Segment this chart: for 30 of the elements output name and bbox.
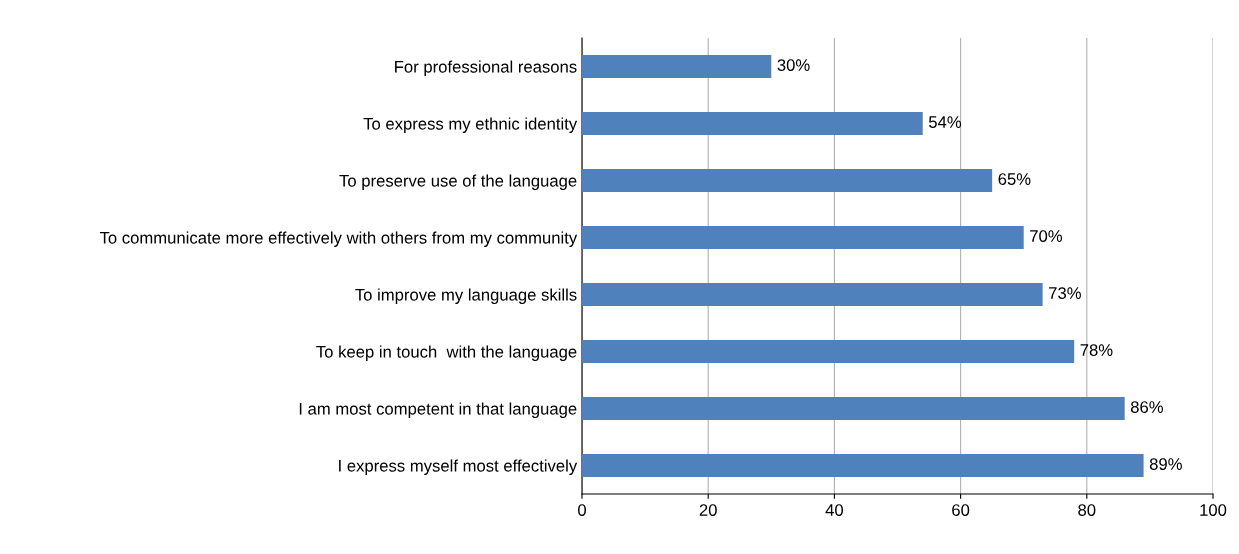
data-label: 73%: [1049, 287, 1081, 299]
bar: [582, 454, 1144, 477]
x-tick-label: 100: [1200, 504, 1227, 516]
data-label: 78%: [1080, 344, 1113, 356]
x-tick-label: 80: [1078, 504, 1096, 516]
y-tick-label: I express myself most effectively: [339, 459, 578, 475]
y-tick-label: To keep in touch with the language: [316, 345, 577, 361]
data-label: 54%: [928, 116, 962, 128]
y-tick-label: To communicate more effectively with others from my community: [99, 231, 578, 247]
data-label: 30%: [777, 59, 810, 71]
x-tick-label: 0: [578, 504, 586, 516]
bar: [582, 169, 993, 192]
bar: [582, 55, 772, 78]
x-tick-label: 20: [699, 504, 717, 516]
data-label: 86%: [1130, 401, 1163, 413]
y-tick-label: To preserve use of the language: [339, 174, 577, 190]
bar: [582, 226, 1024, 249]
y-tick-label: I am most competent in that language: [299, 402, 577, 418]
y-tick-label: To express my ethnic identity: [363, 117, 578, 133]
data-label: 89%: [1149, 458, 1182, 470]
bar: [582, 340, 1075, 363]
data-label: 65%: [998, 173, 1031, 185]
data-label: 70%: [1030, 230, 1063, 242]
x-tick-label: 40: [825, 504, 844, 516]
bar: [582, 283, 1043, 306]
bar: [582, 112, 923, 135]
x-tick-label: 60: [952, 504, 970, 516]
bar: [582, 397, 1125, 420]
y-tick-label: For professional reasons: [395, 60, 577, 76]
y-tick-label: To improve my language skills: [355, 288, 577, 304]
